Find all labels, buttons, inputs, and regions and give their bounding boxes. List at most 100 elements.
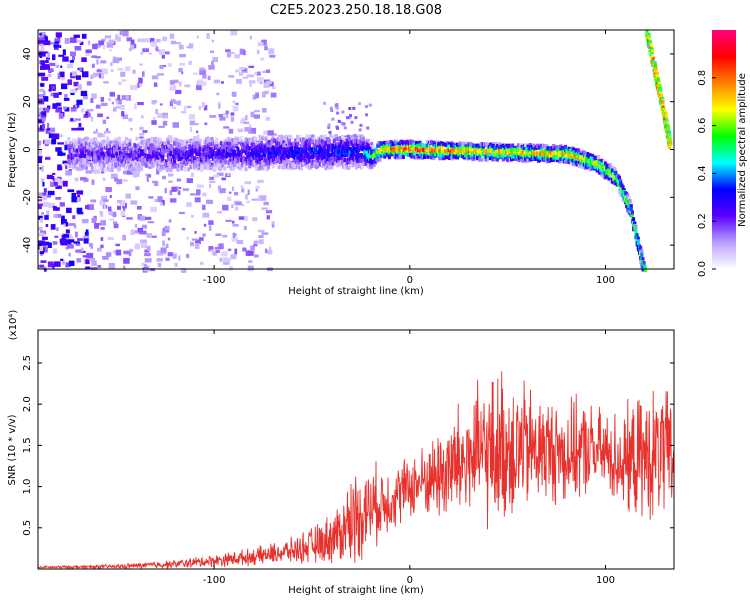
heatmap-cell: [189, 126, 193, 132]
heatmap-cell: [360, 165, 364, 170]
heatmap-cell: [167, 237, 171, 241]
heatmap-cell: [331, 161, 335, 166]
heatmap-cell: [239, 48, 245, 55]
heatmap-cell: [171, 164, 175, 169]
heatmap-cell: [190, 215, 194, 218]
heatmap-cell: [426, 154, 430, 159]
heatmap-cell: [105, 252, 112, 257]
heatmap-cell: [170, 198, 177, 203]
heatmap-cell: [450, 143, 454, 148]
heatmap-cell: [125, 95, 129, 100]
heatmap-cell: [651, 56, 655, 60]
heatmap-cell: [483, 157, 487, 162]
heatmap-cell: [215, 249, 220, 254]
heatmap-cell: [76, 258, 82, 263]
heatmap-cell: [112, 107, 117, 112]
heatmap-cell: [103, 201, 106, 207]
heatmap-cell: [262, 107, 267, 113]
heatmap-cell: [178, 186, 182, 189]
heatmap-cell: [77, 137, 81, 142]
heatmap-cell: [204, 162, 208, 167]
heatmap-cell: [129, 159, 133, 164]
heatmap-cell: [271, 221, 275, 227]
heatmap-cell: [38, 199, 42, 202]
heatmap-cell: [57, 142, 64, 145]
heatmap-cell: [58, 92, 62, 95]
heatmap-cell: [263, 153, 267, 158]
snr-y-tick-label: 2.0: [22, 396, 33, 412]
heatmap-cell: [492, 143, 496, 148]
heatmap-cell: [247, 260, 253, 263]
heatmap-cell: [44, 143, 49, 147]
heatmap-cell: [225, 141, 229, 146]
heatmap-cell: [447, 141, 451, 146]
heatmap-cell: [279, 134, 283, 139]
heatmap-cell: [94, 159, 98, 164]
heatmap-cell: [272, 86, 276, 90]
heatmap-cell: [109, 49, 112, 52]
heatmap-cell: [67, 189, 75, 193]
heatmap-cell: [74, 118, 81, 121]
heatmap-cell: [115, 34, 119, 41]
heatmap-cell: [103, 204, 106, 209]
heatmap-cell: [626, 193, 630, 198]
heatmap-cell: [659, 92, 663, 96]
heatmap-cell: [244, 216, 248, 222]
heatmap-cell: [362, 161, 366, 166]
heatmap-cell: [115, 249, 122, 256]
heatmap-cell: [248, 156, 252, 161]
heatmap-cell: [669, 139, 673, 143]
heatmap-cell: [52, 133, 60, 140]
heatmap-cell: [128, 47, 132, 52]
heatmap-cell: [425, 139, 429, 144]
heatmap-cell: [235, 69, 240, 73]
heatmap-cell: [368, 103, 372, 107]
heatmap-cell: [261, 147, 265, 152]
heatmap-cell: [135, 136, 139, 141]
heatmap-cell: [602, 159, 606, 164]
heatmap-cell: [514, 156, 518, 161]
heatmap-cell: [594, 165, 598, 170]
heatmap-cell: [390, 152, 394, 157]
heatmap-cell: [183, 164, 187, 169]
heatmap-cell: [234, 156, 238, 161]
heatmap-cell: [108, 262, 115, 269]
heatmap-cell: [62, 49, 66, 56]
heatmap-cell: [519, 153, 523, 158]
heatmap-cell: [278, 148, 282, 153]
heatmap-cell: [129, 148, 133, 153]
snr-y-tick-label: 2.5: [22, 355, 33, 371]
heatmap-cell: [231, 91, 237, 97]
heatmap-cell: [90, 74, 96, 78]
heatmap-cell: [394, 139, 398, 144]
heatmap-cell: [232, 162, 236, 167]
spectrogram-y-tick-label: -40: [22, 237, 33, 253]
heatmap-cell: [222, 204, 229, 211]
heatmap-cell: [398, 155, 402, 160]
heatmap-cell: [181, 146, 185, 151]
heatmap-cell: [73, 164, 77, 169]
heatmap-cell: [41, 212, 44, 215]
heatmap-cell: [115, 149, 119, 154]
heatmap-cell: [522, 146, 526, 151]
heatmap-cell: [191, 142, 195, 147]
heatmap-cell: [141, 262, 146, 267]
heatmap-cell: [586, 151, 590, 156]
heatmap-cell: [194, 242, 200, 249]
heatmap-cell: [227, 136, 231, 141]
heatmap-cell: [39, 230, 47, 235]
heatmap-cell: [162, 175, 167, 180]
heatmap-cell: [38, 227, 43, 231]
heatmap-cell: [180, 166, 184, 171]
heatmap-cell: [51, 86, 56, 90]
heatmap-cell: [91, 63, 95, 68]
heatmap-cell: [44, 157, 50, 160]
heatmap-cell: [46, 105, 51, 110]
heatmap-cell: [70, 88, 77, 93]
heatmap-cell: [159, 65, 164, 70]
heatmap-cell: [204, 146, 208, 151]
heatmap-cell: [168, 154, 172, 159]
heatmap-cell: [38, 232, 45, 237]
heatmap-cell: [569, 161, 573, 166]
heatmap-cell: [97, 113, 103, 118]
